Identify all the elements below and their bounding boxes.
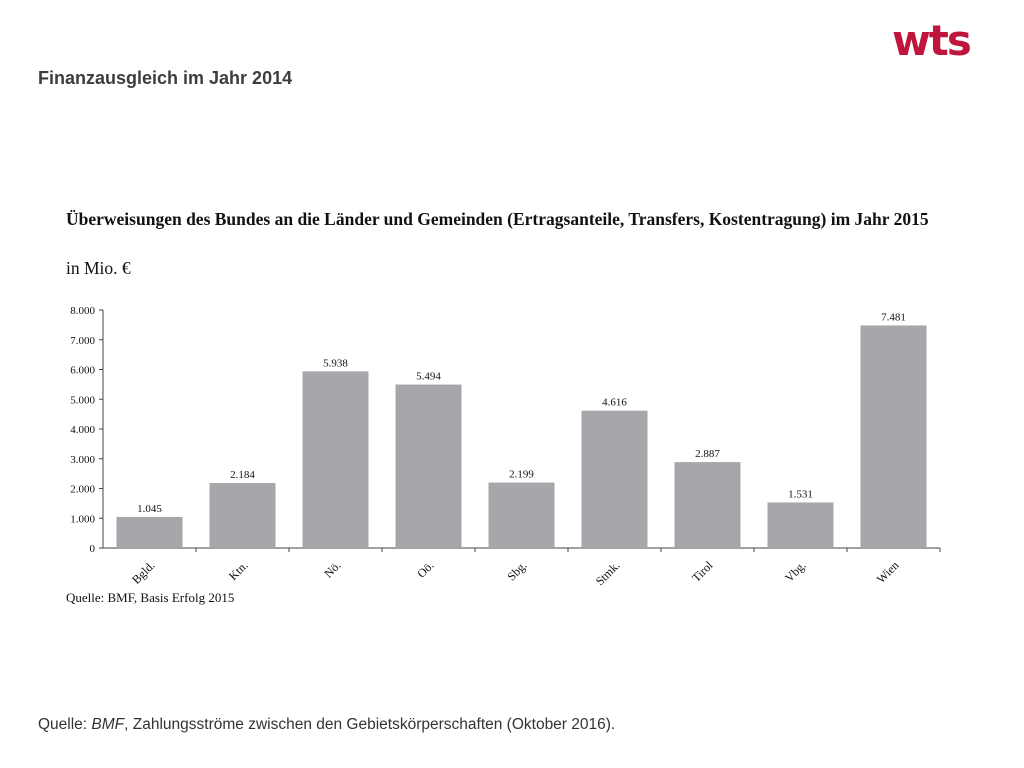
bar-value-label: 2.184 <box>230 469 255 481</box>
bar <box>395 384 462 548</box>
x-category-label: Nö. <box>321 558 343 580</box>
y-tick-label: 4.000 <box>70 424 95 436</box>
bar <box>302 371 369 548</box>
bar-value-label: 1.045 <box>137 503 162 515</box>
slide-title: Finanzausgleich im Jahr 2014 <box>38 68 293 88</box>
y-tick-label: 7.000 <box>70 335 95 347</box>
x-category-label: Bgld. <box>129 558 158 587</box>
slide-source-name: BMF <box>91 716 125 733</box>
y-tick-label: 2.000 <box>70 484 95 496</box>
slide-source: Quelle: BMF, Zahlungsströme zwischen den… <box>38 716 615 734</box>
x-category-label: Wien <box>874 558 902 586</box>
bar <box>860 325 927 548</box>
bar <box>488 482 555 548</box>
x-category-label: Vbg. <box>782 558 809 585</box>
chart-title: Überweisungen des Bundes an die Länder u… <box>66 209 929 229</box>
chart-source: Quelle: BMF, Basis Erfolg 2015 <box>66 590 235 605</box>
bar-value-label: 4.616 <box>602 397 627 409</box>
slide-source-prefix: Quelle: <box>38 716 92 733</box>
bar <box>581 410 648 548</box>
slide-source-rest: , Zahlungsströme zwischen den Gebietskör… <box>124 716 616 733</box>
wts-logo: wts <box>892 16 972 65</box>
y-tick-label: 6.000 <box>70 365 95 377</box>
bar-value-label: 5.494 <box>416 371 441 383</box>
x-category-label: Tirol <box>689 558 716 585</box>
x-category-label: Ktn. <box>226 558 251 583</box>
bar-value-label: 2.199 <box>509 469 534 481</box>
bar <box>209 483 276 548</box>
bar <box>674 462 741 548</box>
bar <box>116 516 183 548</box>
bar <box>767 502 834 548</box>
bar-value-label: 2.887 <box>695 448 720 460</box>
chart-unit: in Mio. € <box>66 258 131 278</box>
x-category-label: Sbg. <box>504 558 529 583</box>
y-tick-label: 8.000 <box>70 305 95 317</box>
y-tick-label: 1.000 <box>70 513 95 525</box>
bar-value-label: 5.938 <box>323 357 348 369</box>
y-tick-label: 0 <box>90 543 96 555</box>
y-tick-label: 3.000 <box>70 454 95 466</box>
x-category-label: Oö. <box>414 558 436 580</box>
x-category-label: Stmk. <box>593 558 623 588</box>
bar-value-label: 1.531 <box>788 488 813 500</box>
y-tick-label: 5.000 <box>70 394 95 406</box>
bar-value-label: 7.481 <box>881 311 906 323</box>
